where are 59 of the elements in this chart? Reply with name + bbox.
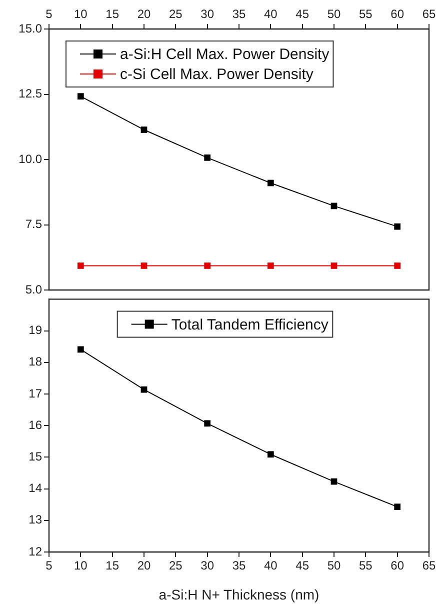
y-tick-label: 15.0	[18, 21, 42, 36]
y-tick-label: 12.5	[18, 86, 42, 101]
y-tick-label: 12	[28, 544, 42, 558]
y-tick-label: 17	[28, 386, 42, 400]
point	[77, 346, 84, 353]
point	[267, 180, 274, 186]
x-tick-label: 30	[200, 7, 214, 22]
x-tick-label: 65	[422, 558, 436, 573]
y-tick-label: 15	[28, 450, 42, 464]
x-tick-label: 55	[358, 7, 373, 22]
point	[330, 262, 338, 269]
x-tick-label: 15	[106, 7, 120, 22]
legend-label: Total Tandem Efficiency	[171, 316, 329, 334]
x-tick-label: 5	[46, 7, 53, 22]
x-tick-label: 45	[296, 558, 310, 573]
x-axis-title: a-Si:H N+ Thickness (nm)	[158, 586, 320, 602]
x-tick-label: 10	[74, 558, 88, 573]
x-tick-label: 40	[264, 558, 278, 573]
point	[140, 386, 148, 393]
point	[77, 93, 84, 100]
x-tick-label: 25	[168, 7, 183, 22]
x-tick-label: 60	[390, 7, 404, 22]
x-tick-label: 35	[232, 7, 246, 22]
x-tick-label: 60	[390, 558, 404, 573]
point	[204, 420, 211, 427]
x-tick-label: 20	[137, 7, 151, 22]
x-tick-label: 15	[106, 558, 120, 573]
point	[140, 126, 148, 133]
point	[204, 154, 211, 161]
point	[267, 262, 274, 269]
point	[394, 262, 401, 269]
x-tick-label: 5	[46, 558, 53, 573]
legend-label: c-Si Cell Max. Power Density	[120, 66, 314, 84]
y-tick-label: 13	[28, 512, 42, 527]
point	[204, 262, 211, 269]
y-tick-label: 5.0	[25, 282, 42, 296]
y-tick-label: 7.5	[25, 217, 42, 232]
x-tick-label: 20	[137, 558, 151, 573]
x-tick-label: 25	[168, 558, 183, 573]
x-tick-label: 55	[358, 558, 373, 573]
point	[267, 451, 274, 458]
legend-label: a-Si:H Cell Max. Power Density	[120, 46, 330, 64]
y-tick-label: 19	[28, 323, 42, 338]
y-tick-label: 14	[28, 481, 42, 496]
x-tick-label: 50	[327, 558, 341, 573]
y-tick-label: 10.0	[18, 152, 42, 166]
x-tick-label: 65	[422, 7, 436, 22]
point	[77, 262, 84, 269]
y-tick-label: 16	[28, 418, 42, 432]
point	[394, 223, 401, 230]
x-tick-label: 35	[232, 558, 246, 573]
x-tick-label: 40	[264, 7, 278, 22]
point	[140, 262, 148, 269]
y-tick-label: 18	[28, 354, 42, 369]
x-tick-label: 50	[327, 7, 341, 22]
point	[394, 504, 401, 510]
x-tick-label: 30	[200, 558, 214, 573]
x-tick-label: 10	[74, 7, 88, 22]
x-tick-label: 45	[296, 7, 310, 22]
